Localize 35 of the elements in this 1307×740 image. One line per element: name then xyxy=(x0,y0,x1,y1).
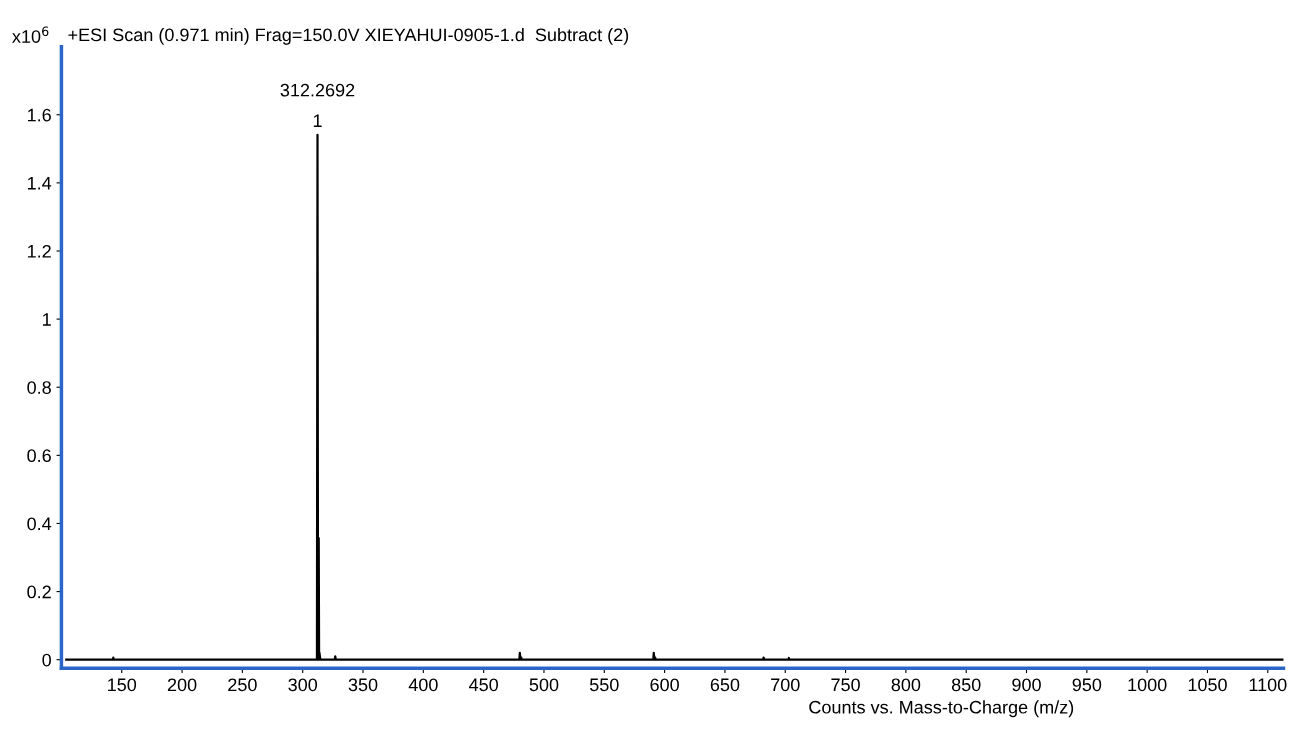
x-tick-label: 650 xyxy=(710,678,740,692)
x-axis-title: Counts vs. Mass-to-Charge (m/z) xyxy=(809,700,1074,718)
y-tick-label: 1 xyxy=(43,313,51,326)
y-tick-label: 1.2 xyxy=(27,244,51,258)
y-tick-label: 0.6 xyxy=(27,449,51,463)
x-tick-label: 950 xyxy=(1072,678,1102,692)
x-tick-label: 400 xyxy=(408,678,438,692)
x-tick-label: 500 xyxy=(529,678,559,692)
line-series xyxy=(65,133,1284,661)
x-tick-label: 600 xyxy=(650,678,679,692)
y-tick-label: 0 xyxy=(42,653,51,667)
x-tick-label: 850 xyxy=(951,678,981,692)
x-tick-label: 550 xyxy=(589,678,619,692)
y-tick-label: 0.4 xyxy=(27,517,52,531)
x-tick-label: 750 xyxy=(831,678,860,692)
x-tick-label: 200 xyxy=(167,678,197,692)
x-tick-label: 450 xyxy=(469,678,499,692)
x-tick-label: 300 xyxy=(288,678,318,692)
y-tick-label: 1.4 xyxy=(27,176,52,190)
y-tick-label: 0.2 xyxy=(27,585,51,599)
y-tick-label: 1.6 xyxy=(27,108,51,122)
x-tick-label: 900 xyxy=(1012,678,1041,692)
x-tick-label: 700 xyxy=(771,678,800,692)
y-tick-label: 0.8 xyxy=(27,381,51,394)
chart-title: +ESI Scan (0.971 min) Frag=150.0V XIEYAHUI-0905-1.d Subtract (2) xyxy=(68,27,629,45)
annotation: 1 xyxy=(313,114,322,127)
x-tick-label: 800 xyxy=(891,678,921,692)
annotation: 312.2692 xyxy=(280,83,355,97)
x-tick-label: 350 xyxy=(348,678,378,692)
x-tick-label: 1050 xyxy=(1188,678,1227,692)
x-tick-label: 250 xyxy=(228,678,257,692)
y-axis-title: x10$^{6}$ xyxy=(12,26,49,43)
x-tick-label: 1000 xyxy=(1128,678,1167,692)
x-tick-label: 1100 xyxy=(1249,678,1287,692)
x-tick-label: 150 xyxy=(108,678,137,692)
